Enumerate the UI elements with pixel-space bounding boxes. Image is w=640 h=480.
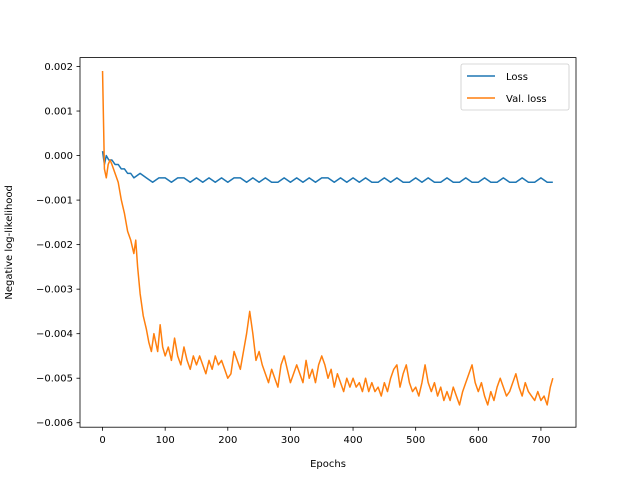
legend-label-loss: Loss: [506, 72, 528, 83]
x-axis-ticks: 0 100 200 300 400 500 600 700: [99, 427, 550, 446]
y-tick-label: −0.003: [36, 285, 73, 296]
y-tick-label: −0.006: [36, 418, 73, 429]
x-tick-label: 200: [218, 435, 237, 446]
x-tick-label: 400: [344, 435, 363, 446]
plot-frame: [79, 57, 577, 428]
x-tick-label: 300: [281, 435, 300, 446]
y-tick-label: −0.004: [36, 329, 73, 340]
y-tick-label: −0.001: [36, 196, 73, 207]
x-tick-label: 500: [406, 435, 425, 446]
plot-area: [80, 57, 576, 428]
x-tick-label: 100: [156, 435, 175, 446]
y-tick-label: 0.002: [44, 62, 73, 73]
series-layer: [101, 70, 554, 406]
x-tick-label: 700: [531, 435, 550, 446]
y-axis-ticks: 0.002 0.001 0.000 −0.001 −0.002 −0.003 −0.004 −…: [36, 62, 80, 429]
y-tick-label: 0.000: [44, 151, 73, 162]
x-tick-label: 0: [99, 435, 105, 446]
series-line-val-loss: [101, 70, 554, 406]
x-tick-label: 600: [469, 435, 488, 446]
y-tick-label: 0.001: [44, 107, 73, 118]
legend-label-val-loss: Val. loss: [506, 94, 547, 105]
y-tick-label: −0.005: [36, 374, 73, 385]
y-axis-label: Negative log-likelihood: [4, 185, 15, 300]
legend: Loss Val. loss: [460, 63, 570, 111]
series-line-loss: [101, 151, 553, 184]
y-tick-label: −0.002: [36, 240, 73, 251]
x-axis-label: Epochs: [310, 459, 346, 470]
